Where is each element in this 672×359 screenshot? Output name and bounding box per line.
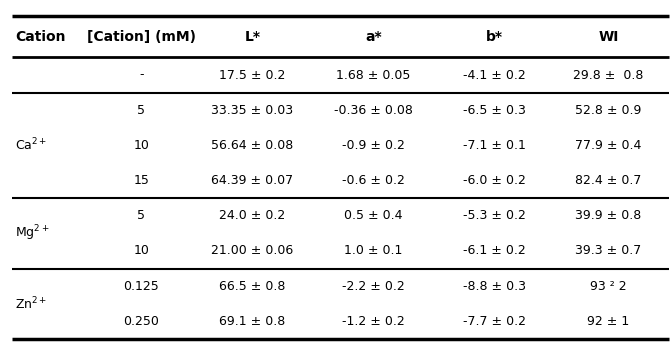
Text: 10: 10 — [134, 139, 149, 152]
Text: a*: a* — [365, 30, 382, 44]
Text: -: - — [139, 69, 144, 81]
Text: [Cation] (mM): [Cation] (mM) — [87, 30, 196, 44]
Text: -4.1 ± 0.2: -4.1 ± 0.2 — [463, 69, 526, 81]
Text: 0.250: 0.250 — [124, 315, 159, 328]
Text: 15: 15 — [134, 174, 149, 187]
Text: -6.1 ± 0.2: -6.1 ± 0.2 — [463, 244, 526, 257]
Text: 82.4 ± 0.7: 82.4 ± 0.7 — [575, 174, 642, 187]
Text: 24.0 ± 0.2: 24.0 ± 0.2 — [219, 209, 286, 222]
Text: Mg$^{2+}$: Mg$^{2+}$ — [15, 224, 49, 243]
Text: 1.0 ± 0.1: 1.0 ± 0.1 — [344, 244, 403, 257]
Text: 66.5 ± 0.8: 66.5 ± 0.8 — [219, 280, 286, 293]
Text: b*: b* — [486, 30, 503, 44]
Text: 39.9 ± 0.8: 39.9 ± 0.8 — [575, 209, 642, 222]
Text: 5: 5 — [138, 104, 145, 117]
Text: 64.39 ± 0.07: 64.39 ± 0.07 — [211, 174, 294, 187]
Text: 77.9 ± 0.4: 77.9 ± 0.4 — [575, 139, 642, 152]
Text: Cation: Cation — [15, 30, 65, 44]
Text: 0.125: 0.125 — [124, 280, 159, 293]
Text: 39.3 ± 0.7: 39.3 ± 0.7 — [575, 244, 642, 257]
Text: -0.6 ± 0.2: -0.6 ± 0.2 — [342, 174, 405, 187]
Text: -0.36 ± 0.08: -0.36 ± 0.08 — [334, 104, 413, 117]
Text: 10: 10 — [134, 244, 149, 257]
Text: -5.3 ± 0.2: -5.3 ± 0.2 — [463, 209, 526, 222]
Text: 93 ² 2: 93 ² 2 — [590, 280, 627, 293]
Text: 69.1 ± 0.8: 69.1 ± 0.8 — [219, 315, 286, 328]
Text: 5: 5 — [138, 209, 145, 222]
Text: -6.5 ± 0.3: -6.5 ± 0.3 — [463, 104, 526, 117]
Text: -8.8 ± 0.3: -8.8 ± 0.3 — [463, 280, 526, 293]
Text: Zn$^{2+}$: Zn$^{2+}$ — [15, 295, 47, 312]
Text: 29.8 ±  0.8: 29.8 ± 0.8 — [573, 69, 644, 81]
Text: -7.1 ± 0.1: -7.1 ± 0.1 — [463, 139, 526, 152]
Text: 56.64 ± 0.08: 56.64 ± 0.08 — [211, 139, 294, 152]
Text: -7.7 ± 0.2: -7.7 ± 0.2 — [463, 315, 526, 328]
Text: 52.8 ± 0.9: 52.8 ± 0.9 — [575, 104, 642, 117]
Text: 17.5 ± 0.2: 17.5 ± 0.2 — [219, 69, 286, 81]
Text: -2.2 ± 0.2: -2.2 ± 0.2 — [342, 280, 405, 293]
Text: L*: L* — [245, 30, 260, 44]
Text: 92 ± 1: 92 ± 1 — [587, 315, 630, 328]
Text: 1.68 ± 0.05: 1.68 ± 0.05 — [336, 69, 411, 81]
Text: 0.5 ± 0.4: 0.5 ± 0.4 — [344, 209, 403, 222]
Text: -6.0 ± 0.2: -6.0 ± 0.2 — [463, 174, 526, 187]
Text: -1.2 ± 0.2: -1.2 ± 0.2 — [342, 315, 405, 328]
Text: Ca$^{2+}$: Ca$^{2+}$ — [15, 137, 47, 154]
Text: -0.9 ± 0.2: -0.9 ± 0.2 — [342, 139, 405, 152]
Text: 21.00 ± 0.06: 21.00 ± 0.06 — [211, 244, 294, 257]
Text: 33.35 ± 0.03: 33.35 ± 0.03 — [211, 104, 294, 117]
Text: WI: WI — [598, 30, 619, 44]
